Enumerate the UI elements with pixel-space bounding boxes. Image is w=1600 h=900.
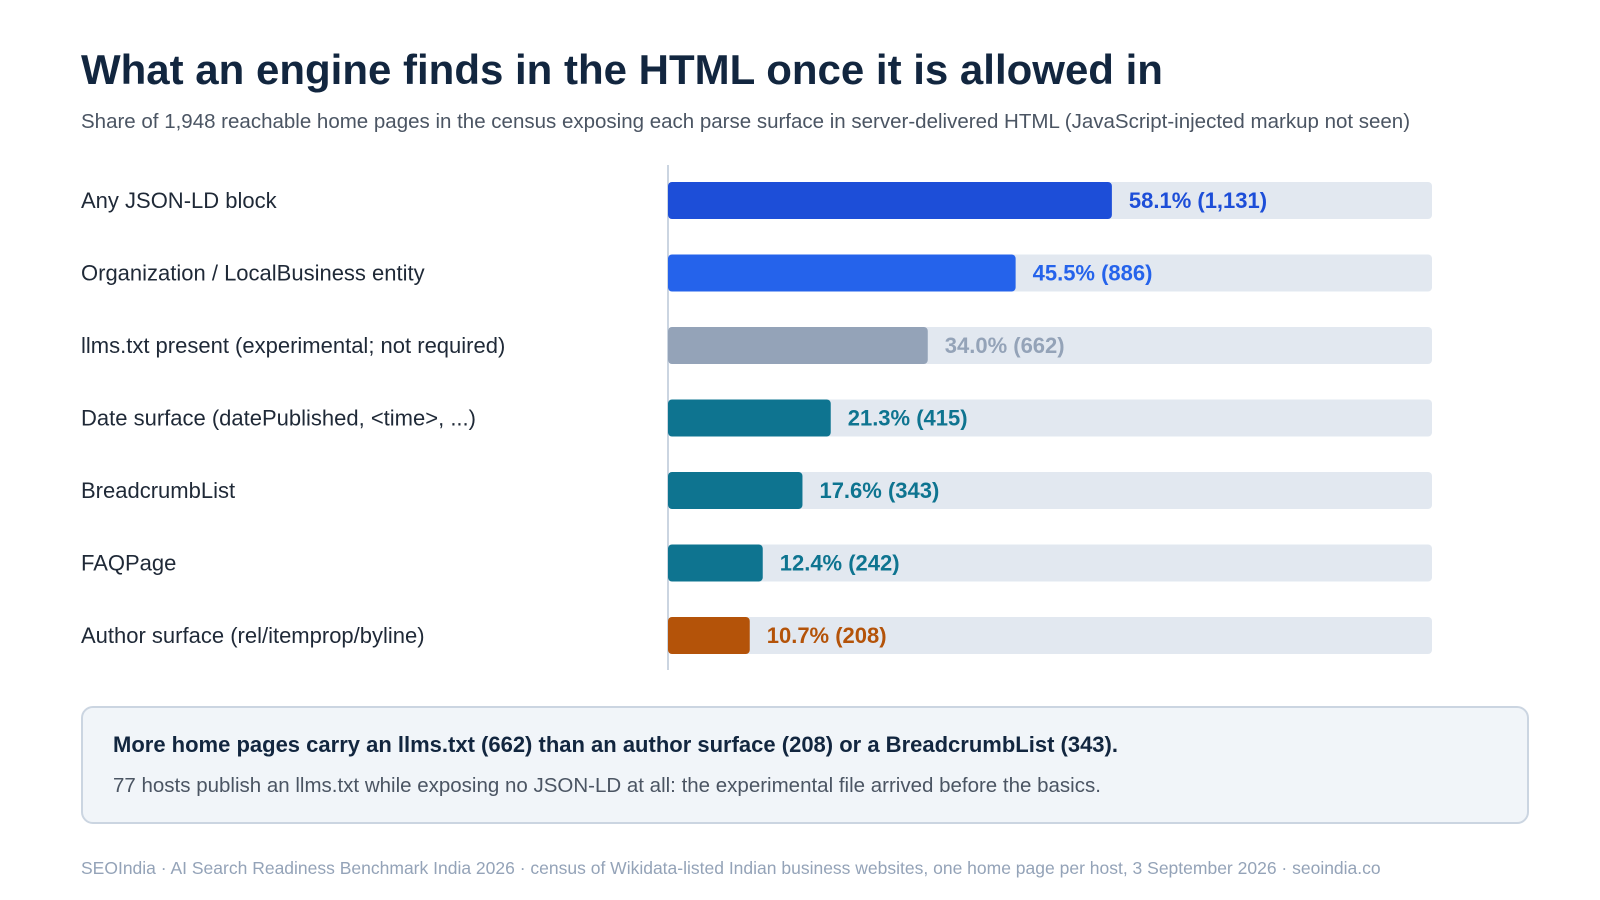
category-label: BreadcrumbList	[81, 478, 235, 503]
bar-track	[668, 472, 1432, 509]
bar-chart: Any JSON-LD block 58.1% (1,131) Organizati…	[81, 165, 1432, 670]
category-label: Any JSON-LD block	[81, 188, 278, 213]
bar	[668, 182, 1112, 219]
bar-value-label: 34.0% (662)	[945, 333, 1065, 358]
category-label: Author surface (rel/itemprop/byline)	[81, 623, 425, 648]
bar	[668, 472, 803, 509]
bar-value-label: 58.1% (1,131)	[1129, 188, 1267, 213]
bar-value-label: 45.5% (886)	[1033, 261, 1153, 286]
bar-track	[668, 399, 1432, 437]
key-finding-callout: More home pages carry an llms.txt (662) …	[81, 706, 1529, 824]
bar-value-label: 10.7% (208)	[767, 623, 887, 648]
bar-value-label: 12.4% (242)	[780, 551, 900, 576]
bar	[668, 617, 750, 654]
bar-track	[668, 544, 1432, 582]
callout-body: 77 hosts publish an llms.txt while expos…	[113, 774, 1101, 797]
bar	[668, 327, 928, 364]
bar	[668, 399, 831, 437]
bar-track	[668, 617, 1432, 654]
chart-subtitle: Share of 1,948 reachable home pages in t…	[81, 110, 1411, 133]
bar-value-label: 21.3% (415)	[848, 406, 968, 431]
category-label: Date surface (datePublished, <time>, ...…	[81, 406, 476, 431]
chart-title: What an engine finds in the HTML once it…	[81, 46, 1163, 93]
category-label: Organization / LocalBusiness entity	[81, 261, 425, 286]
bar-value-label: 17.6% (343)	[819, 478, 939, 503]
source-footer: SEOIndia · AI Search Readiness Benchmark…	[81, 858, 1381, 878]
category-label: llms.txt present (experimental; not requ…	[81, 333, 505, 358]
callout-headline: More home pages carry an llms.txt (662) …	[113, 732, 1118, 757]
bar	[668, 544, 763, 582]
category-label: FAQPage	[81, 551, 176, 576]
bar	[668, 254, 1016, 292]
